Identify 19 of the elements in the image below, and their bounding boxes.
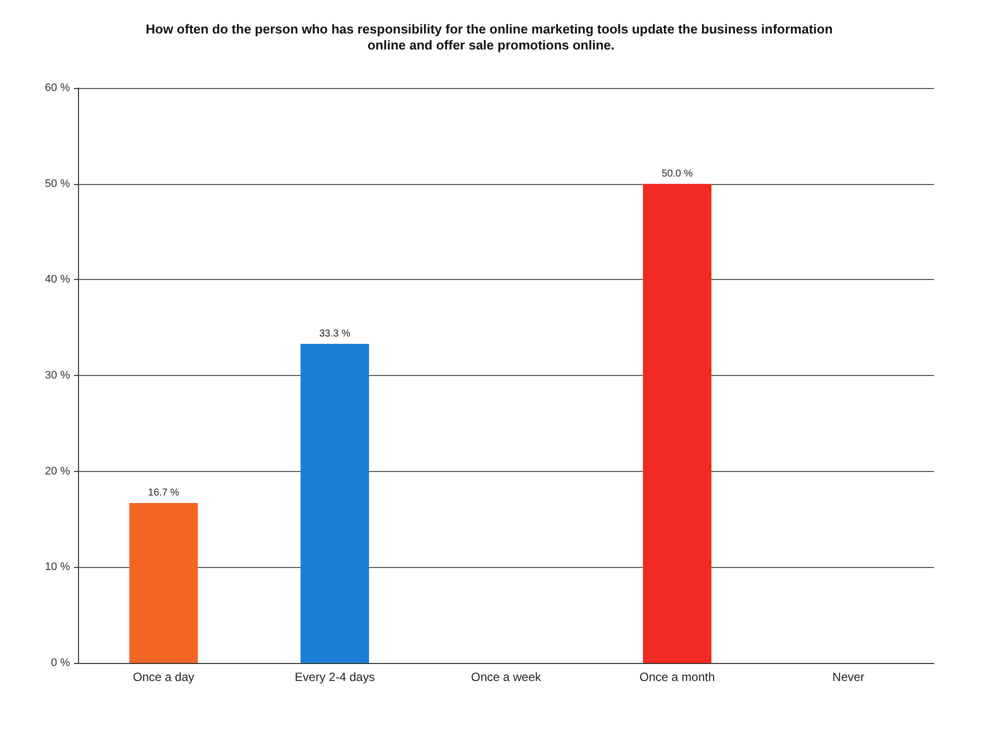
bar <box>642 184 712 663</box>
y-tick-label: 30 % <box>44 370 70 382</box>
data-label: 33.3 % <box>319 328 350 340</box>
x-tick-label: Once a day <box>132 670 194 684</box>
x-tick-label: Every 2-4 days <box>294 670 375 684</box>
data-label: 16.7 % <box>148 487 180 498</box>
y-tick-label: 0 % <box>51 657 70 669</box>
y-tick-label: 20 % <box>44 465 70 478</box>
x-tick-label: Once a week <box>470 670 542 684</box>
x-tick-label: Once a month <box>640 670 715 684</box>
chart-title: How often do the person who has responsibility for the online marketing tools update the business information online and offer sale promotions online. <box>146 22 836 52</box>
y-tick-label: 50 % <box>44 178 70 190</box>
data-label: 50.0 % <box>662 168 693 180</box>
x-tick-label: Never <box>832 670 864 684</box>
y-tick-label: 60 % <box>44 82 70 94</box>
y-tick-label: 40 % <box>44 274 70 286</box>
bar <box>300 344 370 663</box>
bar <box>129 502 198 663</box>
y-tick-label: 10 % <box>44 561 70 574</box>
